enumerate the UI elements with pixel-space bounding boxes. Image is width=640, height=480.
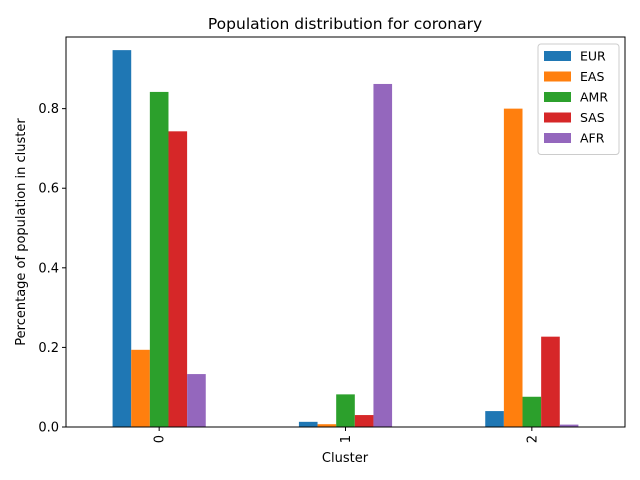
legend-label-amr: AMR — [580, 90, 608, 105]
legend-swatch-sas — [544, 112, 571, 123]
legend: EUR EAS AMR SAS AFR — [537, 43, 620, 155]
bar-amr-cluster-0 — [149, 91, 169, 428]
y-tick-label: 0.2 — [38, 341, 59, 356]
chart-title: Population distribution for coronary — [208, 15, 482, 33]
bar-afr-cluster-1 — [373, 83, 393, 428]
bar-sas-cluster-2 — [541, 336, 560, 427]
legend-label-afr: AFR — [580, 131, 605, 146]
bar-sas-cluster-1 — [354, 415, 374, 427]
bars-group — [112, 50, 579, 428]
bar-amr-cluster-1 — [336, 394, 355, 427]
legend-swatch-eur — [544, 51, 571, 61]
y-tick-label: 0.8 — [38, 102, 59, 117]
y-axis-label: Percentage of population in cluster — [14, 118, 29, 346]
x-tick-label: 1 — [339, 435, 354, 443]
x-tick-label: 0 — [153, 435, 168, 443]
x-axis-label: Cluster — [322, 451, 369, 466]
bar-eur-cluster-0 — [112, 50, 132, 427]
bar-afr-cluster-2 — [559, 424, 579, 427]
bar-eur-cluster-1 — [298, 421, 318, 427]
plot-frame — [65, 36, 626, 428]
legend-label-sas: SAS — [580, 110, 605, 125]
bar-eur-cluster-2 — [485, 411, 504, 427]
legend-label-eur: EUR — [580, 49, 606, 64]
legend-label-eas: EAS — [580, 69, 604, 84]
bar-sas-cluster-0 — [168, 131, 188, 427]
bar-afr-cluster-0 — [187, 374, 206, 427]
y-tick-label: 0.4 — [38, 261, 59, 276]
y-axis: 0.0 0.2 0.4 0.6 0.8 — [38, 102, 66, 436]
bar-amr-cluster-2 — [522, 396, 542, 427]
y-tick-label: 0.6 — [38, 182, 59, 197]
bar-eas-cluster-0 — [131, 349, 150, 427]
legend-swatch-amr — [544, 92, 571, 102]
legend-swatch-eas — [544, 71, 571, 82]
y-tick-label: 0.0 — [38, 421, 59, 436]
x-tick-label: 2 — [525, 435, 540, 443]
legend-swatch-afr — [544, 133, 571, 143]
bar-eas-cluster-1 — [317, 424, 337, 427]
bar-eas-cluster-2 — [503, 108, 523, 427]
x-axis: 0 1 2 — [153, 427, 540, 443]
